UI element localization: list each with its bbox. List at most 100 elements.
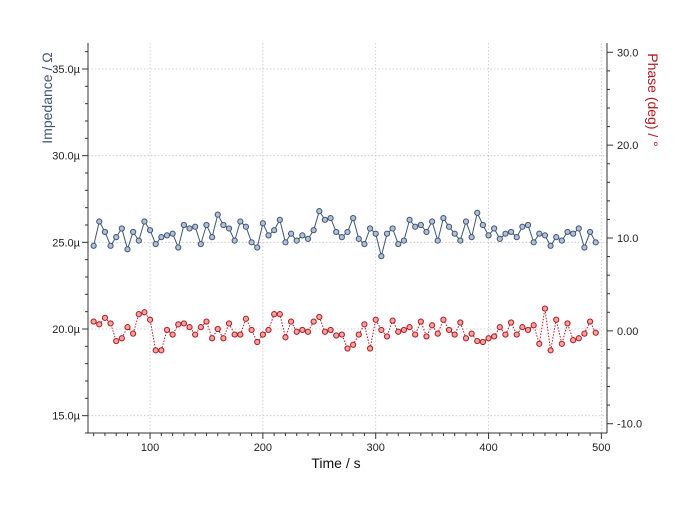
impedance-point xyxy=(180,221,188,229)
impedance-point xyxy=(592,239,599,246)
y-right-tick-label: 30.0 xyxy=(617,47,638,59)
impedance-point xyxy=(575,225,582,232)
series xyxy=(90,208,599,354)
phase-point xyxy=(389,317,396,324)
impedance-point xyxy=(479,221,486,229)
impedance-point xyxy=(366,225,374,232)
impedance-point xyxy=(130,228,137,236)
impedance-point xyxy=(163,232,171,239)
y-left-tick-label: 25.0µ xyxy=(52,237,80,249)
phase-point xyxy=(310,318,317,325)
impedance-point xyxy=(327,214,334,222)
phase-point xyxy=(254,338,261,346)
impedance-point xyxy=(333,228,340,236)
phase-point xyxy=(101,314,109,321)
phase-point xyxy=(96,321,103,328)
impedance-point xyxy=(429,218,436,225)
impedance-point xyxy=(197,240,204,248)
phase-point xyxy=(586,318,594,325)
phase-point xyxy=(355,331,362,338)
impedance-point xyxy=(90,242,97,249)
phase-point xyxy=(502,331,509,338)
phase-point xyxy=(237,331,244,338)
phase-point xyxy=(152,347,159,354)
phase-point xyxy=(333,332,340,339)
impedance-point xyxy=(214,211,221,218)
impedance-point xyxy=(203,221,210,229)
impedance-point xyxy=(265,232,272,239)
phase-point xyxy=(485,335,492,342)
impedance-point xyxy=(186,225,193,232)
impedance-point xyxy=(355,235,362,242)
impedance-point xyxy=(457,237,464,244)
impedance-point xyxy=(496,235,503,242)
impedance-point xyxy=(440,214,447,222)
grid xyxy=(88,43,607,433)
y-right-tick-label: 20.0 xyxy=(617,140,638,152)
phase-point xyxy=(378,326,385,334)
phase-point xyxy=(564,320,571,327)
impedance-point xyxy=(299,232,306,239)
impedance-point xyxy=(383,230,391,237)
phase-point xyxy=(248,326,255,334)
phase-point xyxy=(118,335,125,342)
impedance-point xyxy=(96,218,103,225)
impedance-point xyxy=(113,234,120,241)
axes: Time / s Impedance / Ω Phase (deg) / ° 1… xyxy=(39,43,661,471)
impedance-point xyxy=(237,218,244,225)
impedance-point xyxy=(361,240,368,248)
impedance-point xyxy=(141,218,148,225)
phase-point xyxy=(225,320,233,327)
phase-point xyxy=(203,318,210,325)
impedance-point xyxy=(378,253,385,260)
impedance-point xyxy=(400,237,408,244)
phase-point xyxy=(220,335,227,342)
phase-point xyxy=(327,326,334,334)
impedance-point xyxy=(389,225,396,232)
impedance-point xyxy=(581,244,588,251)
impedance-point xyxy=(570,230,577,237)
phase-point xyxy=(406,324,413,331)
phase-point xyxy=(287,318,295,325)
phase-point xyxy=(530,322,537,329)
impedance-point xyxy=(124,246,131,253)
impedance-point xyxy=(248,239,255,246)
phase-point xyxy=(180,320,188,327)
impedance-point xyxy=(451,230,458,237)
impedance-point xyxy=(434,237,441,244)
phase-point xyxy=(214,325,221,333)
phase-point xyxy=(581,330,588,337)
phase-point xyxy=(169,331,176,338)
phase-point xyxy=(192,331,199,338)
phase-point xyxy=(242,315,250,322)
impedance-point xyxy=(101,228,109,236)
y-right-tick-label: -10.0 xyxy=(617,419,642,431)
x-tick-label: 200 xyxy=(254,442,272,454)
x-tick-label: 100 xyxy=(141,442,159,454)
phase-point xyxy=(130,330,137,337)
impedance-point xyxy=(310,227,317,234)
phase-point xyxy=(468,330,475,337)
impedance-point xyxy=(175,244,182,251)
phase-point xyxy=(496,324,503,331)
phase-point xyxy=(524,326,532,334)
phase-point xyxy=(457,319,464,326)
phase-point xyxy=(383,333,391,340)
phase-point xyxy=(412,331,419,338)
impedance-point xyxy=(321,216,329,223)
phase-point xyxy=(304,328,312,335)
impedance-point xyxy=(169,230,176,237)
phase-point xyxy=(513,331,520,338)
phase-point xyxy=(124,324,131,331)
impedance-point xyxy=(519,223,526,230)
phase-point xyxy=(282,334,289,341)
impedance-point xyxy=(316,208,323,215)
y-right-tick-label: 0.00 xyxy=(617,326,638,338)
phase-point xyxy=(163,326,171,334)
impedance-point xyxy=(507,228,515,236)
impedance-point xyxy=(231,237,238,244)
impedance-point xyxy=(445,223,453,230)
impedance-point xyxy=(412,223,419,230)
